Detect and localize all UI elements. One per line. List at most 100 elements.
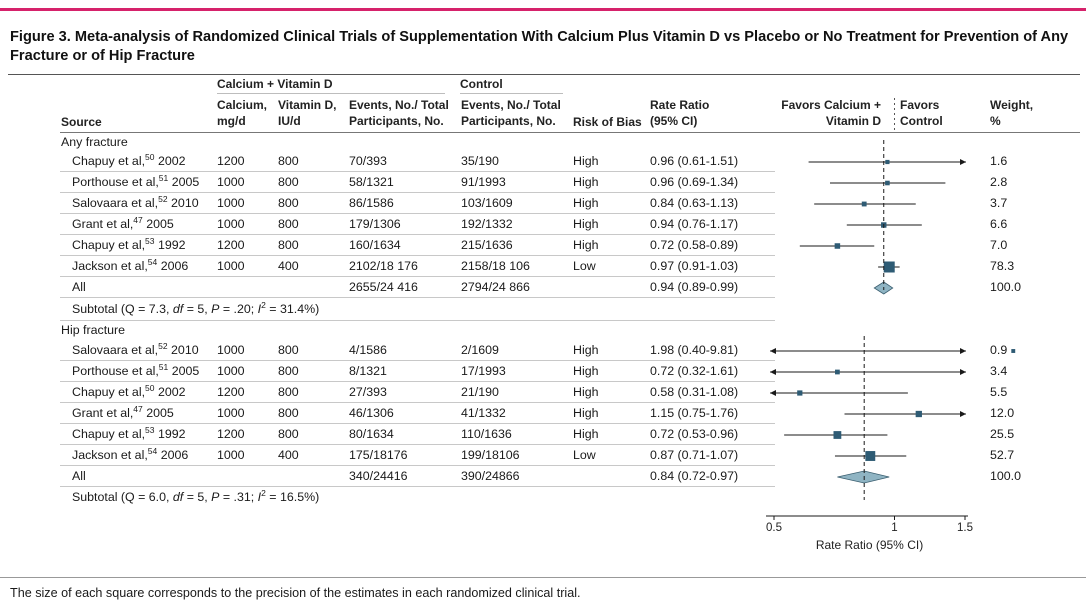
pooled-control-events: 390/24866 <box>461 469 520 483</box>
ci-arrow-right <box>960 369 966 375</box>
subtotal-i2: I <box>257 302 262 316</box>
subtotal-statistics: Subtotal (Q = 7.3, df = 5, P = .20; I2 =… <box>72 301 319 317</box>
study-vitd: 400 <box>278 259 299 273</box>
study-weight: 0.9 <box>990 343 1008 357</box>
col-header-control-events: Events, No./ Total Participants, No. <box>461 97 561 129</box>
col-header-rr-l2: (95% CI) <box>650 114 698 128</box>
study-estimate-marker <box>885 180 890 186</box>
study-bias: High <box>573 364 599 378</box>
study-events: 70/393 <box>349 154 387 168</box>
study-weight: 12.0 <box>990 406 1015 420</box>
group-rule-treatment <box>217 93 445 94</box>
study-year: 2005 <box>171 364 200 378</box>
figure-title: Figure 3. Meta-analysis of Randomized Cl… <box>10 29 1069 64</box>
study-rate-ratio: 0.72 (0.58-0.89) <box>650 238 739 252</box>
study-estimate-marker <box>835 369 840 375</box>
favors-control-l1: Favors <box>900 98 940 112</box>
top-accent-bar <box>0 8 1086 11</box>
pooled-label: All <box>72 280 86 294</box>
study-events: 58/1321 <box>349 175 394 189</box>
x-tick-label: 1 <box>891 522 897 534</box>
col-header-events: Events, No./ Total Participants, No. <box>349 97 449 129</box>
study-author: Chapuy et al, <box>72 385 146 399</box>
col-header-vitd-l1: Vitamin D, <box>278 98 337 112</box>
header-rule <box>60 132 1080 133</box>
subtotal-statistics: Subtotal (Q = 6.0, df = 5, P = .31; I2 =… <box>72 489 319 505</box>
study-weight: 7.0 <box>990 238 1008 252</box>
study-rate-ratio: 0.97 (0.91-1.03) <box>650 259 739 273</box>
study-weight: 5.5 <box>990 385 1008 399</box>
row-divider <box>60 320 775 321</box>
study-estimate-marker <box>861 201 867 207</box>
col-header-vitd: Vitamin D, IU/d <box>278 97 336 129</box>
study-calcium: 1200 <box>217 238 245 252</box>
subtotal-p-val: = .20; <box>219 302 258 316</box>
pooled-label: All <box>72 469 86 483</box>
study-ref: 53 <box>145 235 155 246</box>
study-control-events: 110/1636 <box>461 427 512 441</box>
subtotal-p: P <box>211 302 220 316</box>
group-header-treatment: Calcium + Vitamin D <box>217 77 333 91</box>
study-source: Jackson et al,54 2006 <box>72 447 188 463</box>
study-estimate-marker <box>915 410 922 418</box>
subtotal-p: P <box>211 490 220 504</box>
study-year: 1992 <box>157 427 186 441</box>
study-author: Jackson et al, <box>72 448 148 462</box>
col-header-bias: Risk of Bias <box>573 115 642 129</box>
study-calcium: 1200 <box>217 427 245 441</box>
study-rate-ratio: 0.84 (0.63-1.13) <box>650 196 739 210</box>
favors-treat-l1: Favors Calcium + <box>781 98 881 112</box>
row-divider <box>60 213 775 214</box>
study-events: 86/1586 <box>349 196 394 210</box>
study-events: 4/1586 <box>349 343 387 357</box>
study-ref: 53 <box>145 424 155 435</box>
study-year: 2002 <box>157 154 186 168</box>
study-calcium: 1000 <box>217 259 245 273</box>
study-ref: 52 <box>158 340 168 351</box>
study-source: Porthouse et al,51 2005 <box>72 174 199 190</box>
row-divider <box>60 297 775 298</box>
col-header-calcium: Calcium, mg/d <box>217 97 267 129</box>
study-source: Grant et al,47 2005 <box>72 216 174 232</box>
col-header-cevents-l1: Events, No./ Total <box>461 98 561 112</box>
group-header-control: Control <box>460 77 503 91</box>
study-year: 2002 <box>157 385 186 399</box>
study-calcium: 1000 <box>217 217 245 231</box>
study-bias: Low <box>573 259 596 273</box>
study-ref: 54 <box>147 256 158 267</box>
subtotal-df: df <box>172 302 184 316</box>
study-control-events: 21/190 <box>461 385 499 399</box>
study-rate-ratio: 0.87 (0.71-1.07) <box>650 448 739 462</box>
study-rate-ratio: 0.72 (0.32-1.61) <box>650 364 739 378</box>
col-header-vitd-l2: IU/d <box>278 114 301 128</box>
study-year: 2005 <box>171 175 200 189</box>
study-bias: High <box>573 154 599 168</box>
study-rate-ratio: 0.72 (0.53-0.96) <box>650 427 739 441</box>
study-vitd: 800 <box>278 217 299 231</box>
study-bias: High <box>573 196 599 210</box>
row-divider <box>60 192 775 193</box>
row-divider <box>60 381 775 382</box>
study-rate-ratio: 0.94 (0.76-1.17) <box>650 217 739 231</box>
row-divider <box>60 465 775 466</box>
col-header-cevents-l2: Participants, No. <box>461 114 556 128</box>
study-events: 160/1634 <box>349 238 401 252</box>
ci-arrow-left <box>770 390 776 396</box>
study-ref: 47 <box>133 403 143 414</box>
study-control-events: 2158/18 106 <box>461 259 530 273</box>
subtotal-i2: I <box>257 490 262 504</box>
study-source: Chapuy et al,50 2002 <box>72 384 186 400</box>
study-author: Chapuy et al, <box>72 238 146 252</box>
favors-treatment-label: Favors Calcium + Vitamin D <box>781 97 881 129</box>
favors-control-l2: Control <box>900 114 943 128</box>
study-calcium: 1200 <box>217 385 245 399</box>
study-control-events: 199/18106 <box>461 448 520 462</box>
study-author: Salovaara et al, <box>72 343 159 357</box>
col-header-rr-l1: Rate Ratio <box>650 98 710 112</box>
study-estimate-marker <box>1011 349 1016 353</box>
study-vitd: 800 <box>278 196 299 210</box>
pooled-events: 340/24416 <box>349 469 408 483</box>
study-author: Porthouse et al, <box>72 175 159 189</box>
study-control-events: 41/1332 <box>461 406 506 420</box>
